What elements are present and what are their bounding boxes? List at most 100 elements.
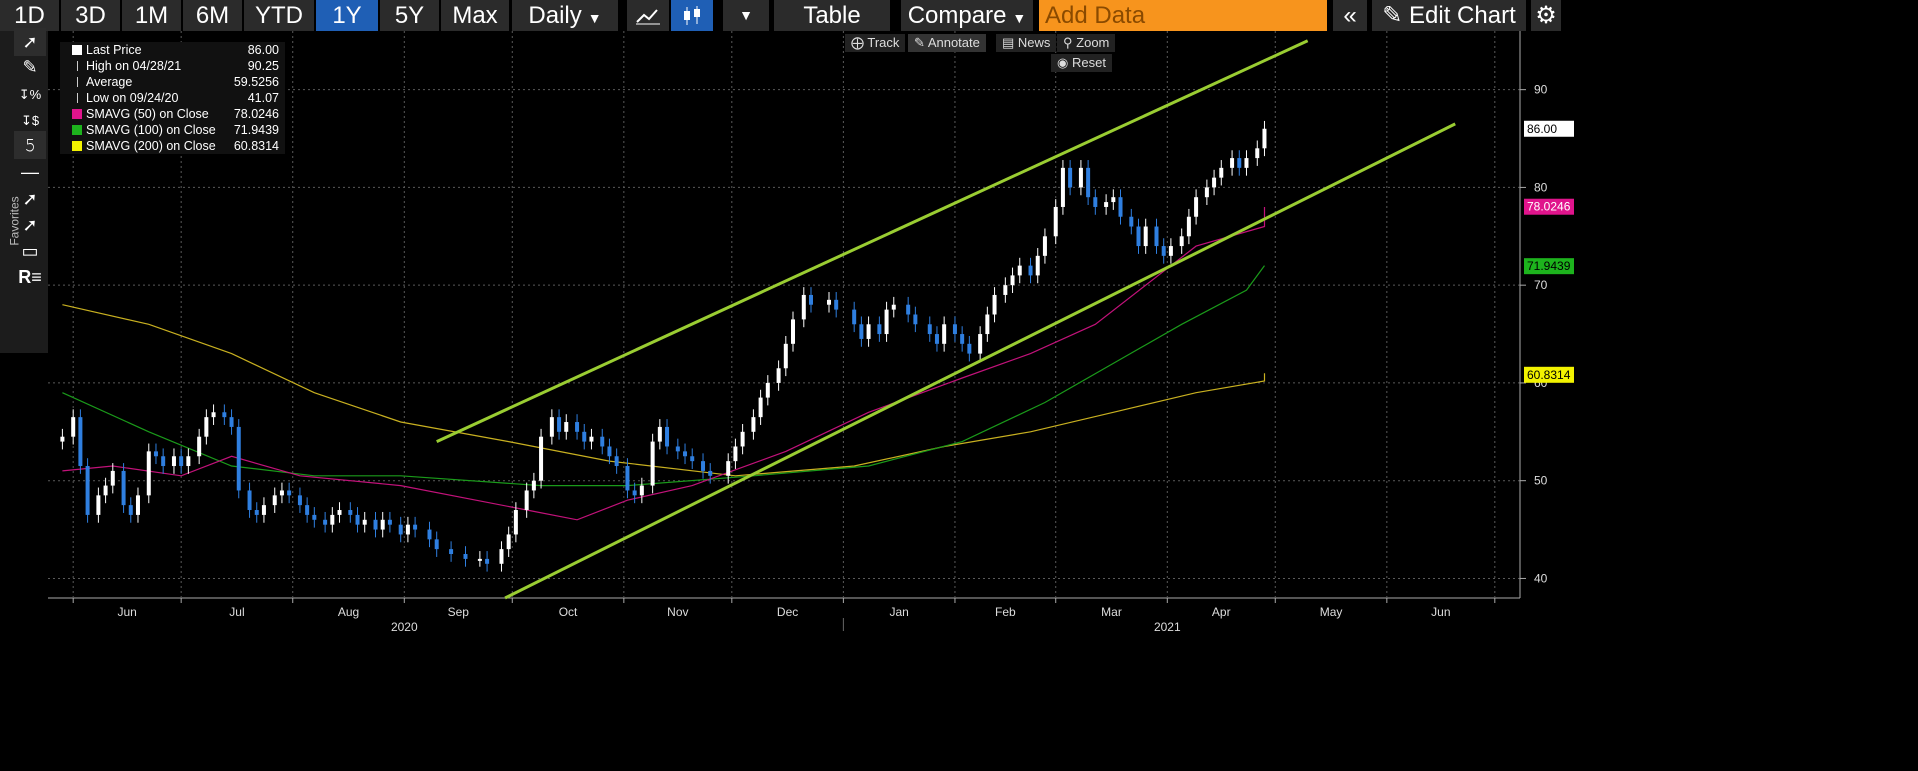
retracement-tool[interactable]: R≡ [14,263,46,291]
candle-body [708,470,713,476]
candle-body [1010,275,1015,286]
range-button-1d[interactable]: 1D [0,0,59,31]
annotate-button[interactable]: ✎ Annotate [908,34,986,52]
chevron-down-icon: ▼ [739,7,753,23]
collapse-button[interactable]: « [1333,0,1367,31]
candle-body [650,441,655,486]
legend-label: Last Price [86,43,142,57]
ray-line-tool[interactable]: ➚ [14,211,46,239]
candle-body [135,495,140,515]
add-data-input[interactable]: Add Data [1039,0,1327,31]
chevron-down-icon: ▼ [587,10,602,26]
x-tick-label: Jan [889,605,908,619]
candle-body [1262,128,1267,149]
period-label: Daily [528,2,582,29]
table-button[interactable]: Table [774,0,890,31]
news-icon: ▤ [1002,35,1015,50]
candle-body [531,480,536,491]
range-button-3d[interactable]: 3D [61,0,120,31]
candle-body [279,490,284,496]
zoom-button[interactable]: ⚲ Zoom [1057,34,1116,52]
candle-body [449,549,454,555]
candle-body [934,334,939,344]
range-button-max[interactable]: Max [441,0,509,31]
pointer-tool[interactable]: ➚ [14,28,46,56]
legend-label: SMAVG (200) on Close [86,139,216,153]
candle-body [927,324,932,335]
trend-channel-line [504,122,1456,600]
price-tag-bg [1524,258,1574,275]
candle-body [197,436,202,457]
candle-body [1035,255,1040,276]
candle-body [171,456,176,467]
chart-type-dropdown[interactable]: ▼ [723,0,769,31]
candle-body [1237,158,1242,168]
y-tick-label: 70 [1534,278,1548,292]
candle-body [427,529,432,540]
legend-swatch [72,45,82,55]
trend-line-tool[interactable]: ➚ [14,185,46,213]
candle-body [877,324,882,335]
candle-body [751,417,756,432]
candle-body [1093,197,1098,207]
percent-measure-tool[interactable]: ↧% [14,81,46,109]
candle-body [1053,206,1058,237]
draw-tool[interactable]: ✎ [14,53,46,81]
period-dropdown[interactable]: Daily ▼ [512,0,618,31]
x-tick-label: Aug [338,605,359,619]
candle-body [582,431,587,442]
candle-body [1111,197,1116,203]
smavg-100-line [62,265,1265,487]
range-button-1m[interactable]: 1M [122,0,181,31]
candle-body [783,343,788,369]
legend-label: High on 04/28/21 [86,59,182,73]
candle-body [765,382,770,398]
line-chart-button[interactable] [627,0,669,31]
edit-chart-button[interactable]: ✎ Edit Chart [1372,0,1526,31]
candle-body [625,466,630,491]
magnifier-icon: ⚲ [1063,35,1073,50]
legend-value: 71.9439 [233,123,279,137]
price-measure-tool[interactable]: ↧$ [14,107,46,135]
candle-body [247,490,252,511]
price-tag-label: 60.8314 [1527,368,1571,382]
candle-body [1028,265,1033,276]
x-tick-label: Oct [559,605,578,619]
range-button-5y[interactable]: 5Y [380,0,439,31]
channel-tool[interactable]: ▭ [14,237,46,265]
legend-row: SMAVG (50) on Close 78.0246 [60,106,285,122]
candle-body [683,451,688,457]
reset-button[interactable]: ◉ Reset [1051,54,1112,72]
candle-body [1168,246,1173,256]
top-toolbar: 1D 3D 1M 6M YTD 1Y 5Y Max Daily ▼ ▼ Table… [0,0,1918,31]
range-button-ytd[interactable]: YTD [244,0,314,31]
news-button[interactable]: ▤ News [996,34,1057,52]
text-tool[interactable]: 𝟻 [14,131,46,159]
range-button-6m[interactable]: 6M [183,0,242,31]
candle-body [657,426,662,442]
candle-body [1244,158,1249,168]
crosshair-icon: ⨁ [851,35,864,50]
pencil-icon: ✎ [1382,2,1403,29]
range-button-1y[interactable]: 1Y [316,0,378,31]
compare-dropdown[interactable]: Compare ▼ [901,0,1033,31]
track-button[interactable]: ⨁ Track [845,34,906,52]
candle-body [758,397,763,418]
candle-body [884,309,889,335]
horizontal-line-tool[interactable]: — [14,158,46,186]
candle-body [906,304,911,315]
chart-legend: Last Price 86.00 High on 04/28/21 90.25 Aver… [60,42,285,154]
percent-measure-icon: ↧% [18,87,42,102]
settings-button[interactable]: ⚙ [1531,0,1561,31]
y-tick-label: 80 [1534,180,1548,194]
annotation-sidebar: ➚ ✎ ↧% ↧$ 𝟻 — ➚ ➚ ▭ R≡ Favorites [0,28,48,353]
candlestick-button[interactable] [671,0,713,31]
candle-body [967,343,972,354]
annotate-label: Annotate [927,35,980,50]
candle-body [1118,197,1123,217]
double-chevron-left-icon: « [1343,2,1357,29]
candle-body [330,514,335,525]
x-tick-label: Sep [448,605,470,619]
candle-body [1212,177,1217,188]
